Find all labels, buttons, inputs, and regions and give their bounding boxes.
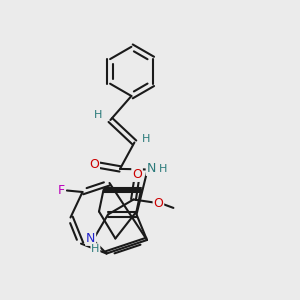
Text: H: H — [94, 110, 103, 121]
Text: H: H — [158, 164, 167, 174]
Text: H: H — [91, 244, 100, 254]
Text: O: O — [154, 196, 163, 210]
Text: F: F — [58, 184, 65, 197]
Text: N: N — [146, 162, 156, 175]
Text: O: O — [89, 158, 99, 171]
Text: O: O — [132, 168, 142, 181]
Text: N: N — [86, 232, 95, 245]
Text: H: H — [142, 134, 150, 144]
